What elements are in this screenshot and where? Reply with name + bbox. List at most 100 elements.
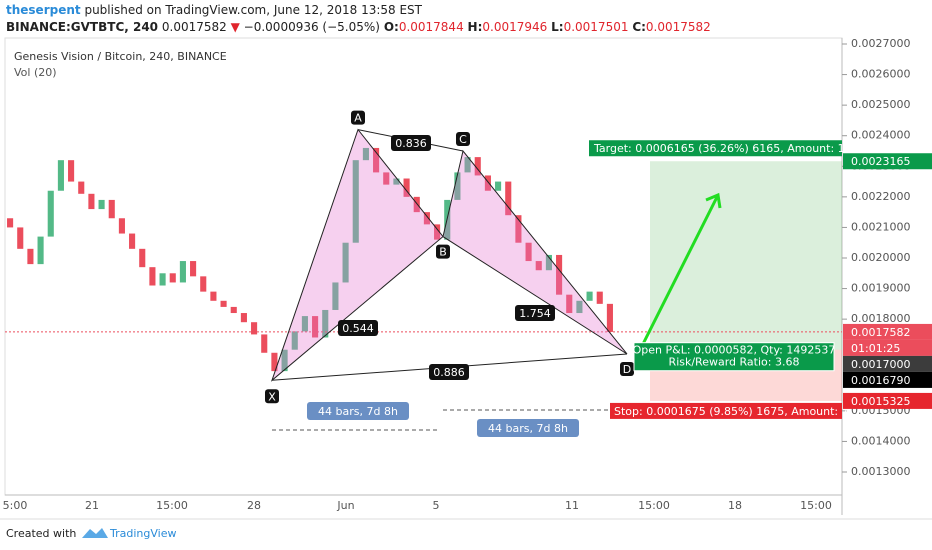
pattern-triangle bbox=[442, 149, 628, 355]
ratio-badge bbox=[429, 364, 469, 380]
ratio-label: 0.836 bbox=[395, 137, 427, 150]
candle-body bbox=[423, 212, 430, 225]
author[interactable]: theserpent bbox=[6, 3, 81, 17]
rr-text: Risk/Reward Ratio: 3.68 bbox=[669, 356, 800, 369]
candle-body bbox=[118, 218, 125, 234]
candle-body bbox=[413, 196, 420, 213]
l: 0.0017501 bbox=[563, 20, 629, 34]
price-tag bbox=[843, 323, 932, 340]
pnl-text: Open P&L: 0.0000582, Qty: 1492537 bbox=[633, 344, 836, 357]
candle-body bbox=[505, 181, 512, 216]
last: 0.0017582 bbox=[161, 20, 227, 34]
candle-body bbox=[586, 291, 593, 301]
candle-body bbox=[47, 190, 54, 237]
candle-body bbox=[7, 218, 14, 228]
arrow: ▼ bbox=[230, 20, 240, 34]
candle-body bbox=[403, 178, 410, 197]
pnl-box bbox=[633, 342, 835, 372]
published: published on TradingView.com, June 12, 2… bbox=[84, 3, 422, 17]
candle-body bbox=[362, 147, 369, 161]
candle-body bbox=[383, 172, 390, 185]
candle-body bbox=[240, 313, 247, 323]
x-tick-label: 21 bbox=[85, 499, 99, 512]
pattern-triangle bbox=[270, 128, 444, 382]
logo bbox=[82, 528, 108, 538]
y-tick-label: 0.0025000 bbox=[851, 98, 911, 111]
candle-body bbox=[159, 273, 166, 286]
candle-body bbox=[57, 160, 64, 191]
target-zone bbox=[650, 161, 842, 350]
candle-body bbox=[545, 254, 552, 271]
candle-body bbox=[352, 160, 359, 243]
candle-body bbox=[454, 172, 461, 200]
candle-body bbox=[190, 261, 197, 277]
target-text: Target: 0.0006165 (36.26%) 6165, Amount:… bbox=[593, 142, 852, 155]
y-tick-label: 0.0026000 bbox=[851, 68, 911, 81]
point-badge bbox=[436, 244, 450, 259]
point-label: B bbox=[439, 246, 447, 259]
y-tick-label: 0.0027000 bbox=[851, 37, 911, 50]
candle-body bbox=[535, 261, 542, 271]
candle-body bbox=[291, 331, 298, 350]
point-label: D bbox=[623, 363, 631, 376]
y-tick-label: 0.0018000 bbox=[851, 312, 911, 325]
c-key: C: bbox=[632, 20, 646, 34]
point-badge bbox=[265, 389, 279, 404]
ratio-label: 0.886 bbox=[433, 366, 465, 379]
y-tick-label: 0.0022000 bbox=[851, 190, 911, 203]
symbol: BINANCE:GVTBTC, 240 bbox=[6, 20, 159, 34]
candle-body bbox=[129, 233, 136, 249]
y-tick-label: 0.0014000 bbox=[851, 434, 911, 447]
candle-body bbox=[312, 316, 319, 338]
ratio-label: 0.544 bbox=[342, 322, 374, 335]
range-badge bbox=[477, 419, 579, 437]
range-badge bbox=[307, 402, 409, 420]
h-key: H: bbox=[467, 20, 483, 34]
candle-body bbox=[474, 157, 481, 176]
candle-body bbox=[393, 178, 400, 185]
candle-body bbox=[515, 215, 522, 243]
candle-body bbox=[566, 294, 573, 314]
point-badge bbox=[620, 361, 634, 376]
range-label: 44 bars, 7d 8h bbox=[318, 405, 398, 418]
candle-body bbox=[98, 199, 105, 210]
o-key: O: bbox=[383, 20, 399, 34]
y-tick-label: 0.0019000 bbox=[851, 282, 911, 295]
stop-text: Stop: 0.0001675 (9.85%) 1675, Amount: 7 bbox=[614, 405, 849, 418]
quote-line: BINANCE:GVTBTC, 240 0.0017582 ▼ −0.00009… bbox=[6, 19, 711, 36]
candle-body bbox=[139, 248, 146, 268]
ratio-badge bbox=[391, 135, 431, 151]
candle-body bbox=[271, 352, 278, 372]
stop-box bbox=[610, 402, 842, 419]
c: 0.0017582 bbox=[645, 20, 711, 34]
x-tick-label: 18 bbox=[728, 499, 742, 512]
candle-body bbox=[332, 282, 339, 310]
candle-body bbox=[108, 199, 115, 219]
brand[interactable]: TradingView bbox=[109, 527, 176, 540]
candle-body bbox=[179, 261, 186, 283]
x-tick-label: 28 bbox=[247, 499, 261, 512]
trade-arrow bbox=[638, 192, 722, 351]
candle-body bbox=[434, 224, 441, 240]
candle-body bbox=[301, 316, 308, 332]
x-tick-label: 15:00 bbox=[800, 499, 832, 512]
y-tick-label: 0.0024000 bbox=[851, 129, 911, 142]
created: Created with bbox=[6, 527, 76, 540]
candle-body bbox=[251, 322, 258, 335]
candle-body bbox=[17, 227, 24, 249]
y-tick-label: 0.0021000 bbox=[851, 220, 911, 233]
point-label: C bbox=[459, 133, 467, 146]
candle-body bbox=[200, 276, 207, 292]
point-label: X bbox=[268, 390, 276, 403]
ratio-badge bbox=[515, 305, 555, 321]
point-label: A bbox=[354, 112, 362, 125]
price-tag bbox=[843, 355, 932, 372]
publish-line: theserpent published on TradingView.com,… bbox=[6, 2, 711, 19]
x-tick-label: 11 bbox=[565, 499, 579, 512]
h: 0.0017946 bbox=[482, 20, 548, 34]
x-tick-label: 15:00 bbox=[638, 499, 670, 512]
candle-body bbox=[464, 157, 471, 173]
candle-body bbox=[88, 193, 95, 210]
y-tick-label: 0.0020000 bbox=[851, 251, 911, 264]
y-tick-label: 0.0013000 bbox=[851, 465, 911, 478]
